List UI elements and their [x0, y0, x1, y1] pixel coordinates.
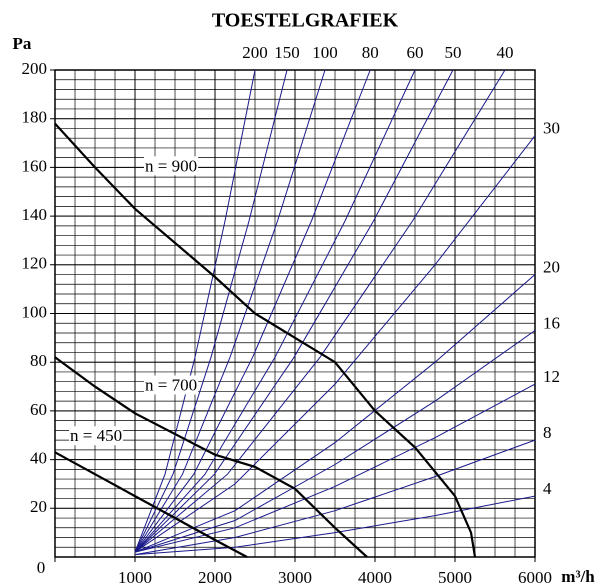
y-tick-label: 40: [30, 449, 47, 468]
curve-label: n = 900: [145, 156, 197, 175]
label-bg: [144, 375, 199, 395]
resistance-curve: [134, 69, 454, 553]
label-bg: [144, 156, 199, 176]
resistance-curve: [134, 69, 326, 553]
label-bg: [69, 426, 124, 446]
y-tick-label: 20: [30, 497, 47, 516]
curve-label: 150: [274, 43, 300, 62]
fan-curve: [54, 122, 477, 558]
curve-label: 16: [543, 313, 560, 332]
x-tick-label: 1000: [118, 568, 152, 587]
curve-label: 8: [543, 423, 552, 442]
y-tick-label: 120: [22, 254, 48, 273]
y-tick-label: 100: [22, 302, 48, 321]
y-tick-label: 160: [22, 156, 48, 175]
resistance-curve: [134, 135, 536, 553]
y-tick-label: 200: [22, 59, 48, 78]
curve-label: 50: [445, 43, 462, 62]
plot-frame: [54, 69, 536, 558]
resistance-curve: [134, 69, 256, 553]
resistance-curve: [134, 495, 536, 556]
y-tick-label: 140: [22, 205, 48, 224]
y-tick-label: 80: [30, 351, 47, 370]
resistance-curve: [134, 330, 536, 553]
x-tick-label: 4000: [358, 568, 392, 587]
curve-label: 200: [242, 43, 268, 62]
curve-label: 20: [543, 257, 560, 276]
resistance-curve: [134, 383, 536, 553]
curve-label: 4: [543, 479, 552, 498]
fan-curve: [54, 356, 368, 558]
curve-label: 100: [312, 43, 338, 62]
resistance-curve: [134, 69, 288, 553]
y-tick-label: 180: [22, 108, 48, 127]
resistance-curve: [134, 69, 416, 553]
y-tick-label: 60: [30, 400, 47, 419]
x-tick-label: 5000: [438, 568, 472, 587]
resistance-curve: [134, 69, 371, 553]
curve-label: n = 450: [70, 426, 122, 445]
resistance-curve: [134, 69, 506, 553]
resistance-curve: [134, 274, 536, 553]
y-axis-label: Pa: [13, 34, 32, 53]
curve-label: 80: [362, 43, 379, 62]
x-tick-label: 2000: [198, 568, 232, 587]
x-tick-label: 0: [37, 558, 46, 577]
curve-label: 12: [543, 367, 560, 386]
resistance-curve: [134, 439, 536, 556]
curve-label: 30: [543, 119, 560, 138]
curve-label: 40: [497, 43, 514, 62]
x-axis-label: m³/h: [561, 567, 595, 586]
curve-label: 60: [407, 43, 424, 62]
curve-label: n = 700: [145, 375, 197, 394]
x-tick-label: 3000: [278, 568, 312, 587]
chart-title: TOESTELGRAFIEK: [212, 10, 399, 32]
fan-curve: [54, 451, 248, 558]
x-tick-label: 6000: [518, 568, 552, 587]
